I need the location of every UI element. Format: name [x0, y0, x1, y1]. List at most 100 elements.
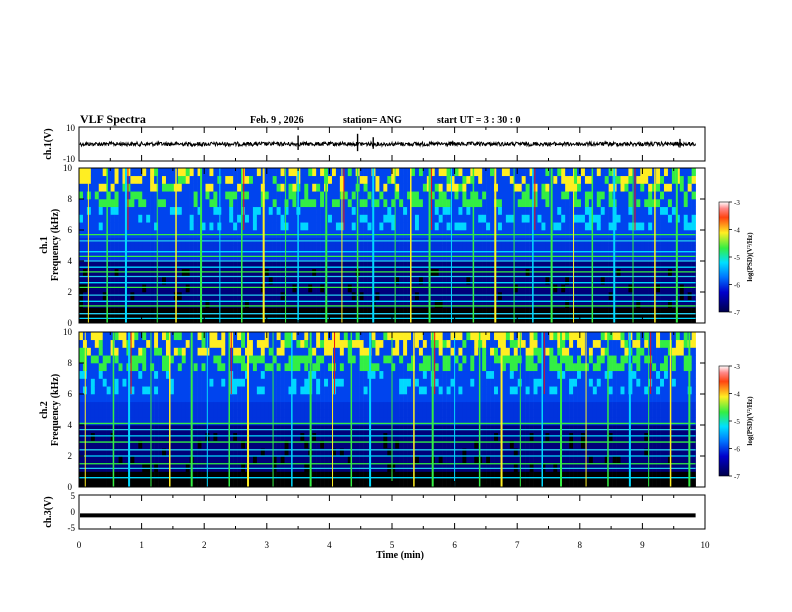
spectrogram-cell: [426, 448, 432, 457]
spectrogram-cell: [209, 175, 214, 184]
spectrogram-cell: [600, 191, 605, 200]
spectrogram-cell: [347, 237, 353, 246]
spectrogram-cell: [241, 355, 246, 364]
spectrogram-cell: [169, 245, 175, 254]
spectrogram-cell: [197, 347, 202, 356]
spectrogram-cell: [391, 292, 396, 301]
spectrogram-cell: [304, 268, 309, 277]
spectrogram-cell: [256, 471, 262, 480]
spectrogram-cell: [134, 175, 139, 184]
spectrogram-cell: [426, 409, 432, 418]
spectrogram-cell: [122, 253, 127, 262]
spectrogram-cell: [656, 199, 661, 208]
spectrogram-cell: [557, 276, 562, 285]
spectrogram-cell: [644, 222, 649, 231]
spectrogram-cell: [304, 440, 309, 449]
spectrogram-cell: [252, 363, 258, 372]
spectrogram-cell: [418, 339, 424, 348]
spectrogram-cell: [316, 355, 321, 364]
spectrogram-cell: [118, 355, 123, 364]
spectrogram-cell: [264, 284, 270, 293]
spectrogram-cell: [221, 456, 226, 465]
spectrogram-cell: [418, 284, 424, 293]
spectrogram-cell: [165, 394, 171, 403]
spectrogram-cell: [165, 355, 171, 364]
spectrogram-cell: [213, 206, 218, 215]
spectrogram-cell: [379, 370, 384, 379]
spectrogram-cell: [102, 355, 107, 364]
spectrogram-cell: [347, 284, 353, 293]
spectrogram-cell: [458, 284, 463, 293]
spectrogram-cell: [213, 394, 218, 403]
spectrogram-cell: [264, 307, 270, 316]
spectrogram-cell: [252, 471, 258, 480]
spectrogram-cell: [387, 168, 392, 177]
spectrogram-cell: [201, 191, 206, 200]
spectrogram-cell: [86, 206, 92, 215]
spectrogram-cell: [134, 347, 139, 356]
spectrogram-cell: [110, 253, 115, 262]
spectrogram-cell: [462, 268, 467, 277]
spectrogram-cell: [304, 363, 309, 372]
spectrogram-cell: [169, 370, 175, 379]
spectrogram-cell: [533, 299, 538, 308]
spectrogram-cell: [395, 191, 400, 200]
spectrogram-cell: [656, 206, 661, 215]
ytick-label-3: 6: [68, 225, 73, 235]
spectrogram-cell: [98, 456, 104, 465]
spectrogram-cell: [312, 332, 317, 341]
spectrogram-cell: [162, 299, 167, 308]
spectrogram-cell: [272, 307, 277, 316]
spectrogram-cell: [213, 268, 218, 277]
spectrogram-cell: [268, 261, 273, 270]
spectrogram-cell: [241, 299, 246, 308]
spectrogram-cell: [383, 284, 388, 293]
spectrogram-cell: [478, 284, 483, 293]
spectrogram-cell: [154, 378, 159, 387]
spectrogram-cell: [201, 363, 206, 372]
spectrogram-cell: [640, 299, 645, 308]
spectrogram-cell: [557, 183, 562, 192]
spectrogram-cell: [513, 253, 519, 262]
spectrogram-cell: [600, 268, 605, 277]
spectrogram-cell: [422, 386, 428, 395]
spectrogram-cell: [541, 175, 546, 184]
spectrogram-cell: [324, 394, 329, 403]
spectrogram-cell: [454, 268, 459, 277]
spectrogram-cell: [134, 261, 139, 270]
spectrogram-cell: [308, 237, 313, 246]
spectrogram-cell: [577, 299, 582, 308]
spectrogram-cell: [165, 378, 171, 387]
spectrogram-cell: [316, 479, 321, 488]
spectrogram-cell: [79, 253, 84, 262]
spectrogram-cell: [470, 268, 475, 277]
spectrogram-cell: [162, 355, 167, 364]
spectrogram-cell: [213, 448, 218, 457]
spectrogram-cell: [351, 401, 356, 410]
spectrogram-cell: [217, 471, 222, 480]
spectrogram-cell: [569, 183, 574, 192]
spectrogram-cell: [142, 299, 147, 308]
spectrogram-cell: [138, 175, 143, 184]
spectrogram-cell: [379, 168, 384, 177]
ch1-waveform-ylabel: ch.1(V): [43, 128, 54, 159]
spectrogram-cell: [256, 245, 262, 254]
spectrogram-cell: [106, 378, 111, 387]
spectrogram-cell: [185, 471, 190, 480]
spectrogram-cell: [403, 355, 408, 364]
spectrogram-cell: [288, 237, 293, 246]
spectrogram-cell: [403, 245, 408, 254]
spectrogram-cell: [98, 355, 104, 364]
spectrogram-cell: [620, 175, 625, 184]
spectrogram-cell: [225, 307, 230, 316]
spectrogram-cell: [126, 168, 131, 177]
spectrogram-cell: [383, 355, 388, 364]
spectrogram-cell: [577, 199, 582, 208]
spectrogram-cell: [280, 199, 285, 208]
spectrogram-cell: [561, 214, 566, 223]
spectrogram-cell: [320, 168, 325, 177]
spectrogram-cell: [501, 175, 507, 184]
spectrogram-cell: [150, 175, 155, 184]
spectrogram-cell: [79, 261, 84, 270]
